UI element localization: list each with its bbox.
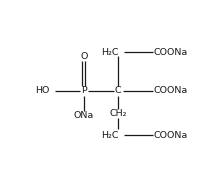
Text: C: C	[115, 86, 121, 95]
Text: HO: HO	[35, 86, 49, 95]
Text: COONa: COONa	[154, 48, 188, 57]
Text: COONa: COONa	[154, 131, 188, 140]
Text: CH₂: CH₂	[109, 109, 127, 118]
Text: COONa: COONa	[154, 86, 188, 95]
Text: O: O	[80, 52, 88, 61]
Text: H₂C: H₂C	[101, 48, 119, 57]
Text: P: P	[81, 86, 87, 95]
Text: ONa: ONa	[74, 111, 94, 120]
Text: H₂C: H₂C	[101, 131, 119, 140]
